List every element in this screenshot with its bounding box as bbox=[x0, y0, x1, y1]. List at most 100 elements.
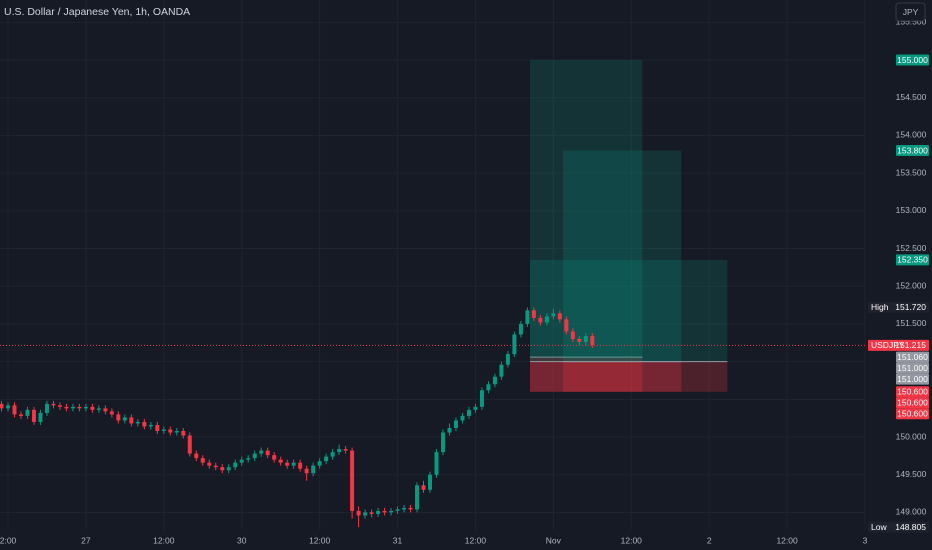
price-tag-value: 151.000 bbox=[897, 363, 928, 373]
candle-body bbox=[505, 354, 510, 365]
currency-button[interactable] bbox=[895, 2, 926, 22]
price-tag-value: 151.060 bbox=[897, 352, 928, 362]
x-tick-label: 2 bbox=[707, 535, 712, 545]
candle-body bbox=[460, 415, 465, 421]
candle-body bbox=[324, 456, 329, 462]
price-tag-value: 155.000 bbox=[897, 55, 928, 65]
candle-body bbox=[155, 424, 160, 431]
candle-body bbox=[304, 468, 309, 474]
candle-body bbox=[174, 430, 179, 433]
y-tick-label: 149.000 bbox=[896, 507, 927, 517]
candle-body bbox=[590, 335, 595, 346]
y-tick-label: 154.000 bbox=[896, 130, 927, 140]
candle-body bbox=[557, 313, 562, 320]
price-tag bbox=[868, 521, 929, 533]
candle-body bbox=[142, 421, 147, 427]
candle-body bbox=[317, 461, 322, 466]
candle-body bbox=[272, 455, 277, 460]
price-tag-value: 150.600 bbox=[897, 387, 928, 397]
axes: 149.000149.500150.000150.500151.000151.5… bbox=[0, 17, 927, 546]
candles bbox=[0, 307, 595, 528]
candle-body bbox=[421, 485, 426, 490]
candle-body bbox=[161, 429, 166, 431]
candle-body bbox=[363, 512, 368, 516]
candle-body bbox=[168, 429, 173, 433]
candle-body bbox=[337, 449, 342, 453]
candle-body bbox=[64, 406, 69, 409]
candle-body bbox=[83, 406, 88, 409]
price-tag bbox=[896, 145, 929, 157]
candle-body bbox=[116, 414, 121, 421]
x-tick-label: 12:00 bbox=[465, 535, 487, 545]
candle-body bbox=[207, 462, 212, 466]
loss-zone bbox=[529, 357, 643, 392]
price-tag-value: 151.000 bbox=[897, 374, 928, 384]
candle-body bbox=[70, 406, 75, 409]
price-labels: 155.000 151.060 150.600 153.800 151.000 150.6… bbox=[868, 54, 929, 533]
candle-body bbox=[220, 467, 225, 471]
candle-body bbox=[440, 432, 445, 453]
price-tag-name: USDJPY bbox=[871, 340, 905, 350]
currency-label[interactable]: JPY bbox=[903, 7, 919, 17]
y-tick-label: 150.000 bbox=[896, 431, 927, 441]
positions bbox=[0, 60, 865, 392]
chart-title: U.S. Dollar / Japanese Yen, 1h, OANDA bbox=[4, 6, 190, 18]
price-tag-value: 153.800 bbox=[897, 145, 928, 155]
candle-body bbox=[447, 427, 452, 433]
candle-body bbox=[135, 421, 140, 424]
candle-body bbox=[356, 510, 361, 516]
x-tick-label: 30 bbox=[237, 535, 247, 545]
x-tick-label: 31 bbox=[393, 535, 403, 545]
candle-body bbox=[226, 467, 231, 471]
candle-body bbox=[90, 406, 95, 410]
price-tag bbox=[868, 339, 929, 351]
x-tick-label: Nov bbox=[546, 535, 562, 545]
candle-body bbox=[544, 316, 549, 323]
profit-zone bbox=[563, 150, 682, 362]
candle-body bbox=[265, 450, 270, 456]
candle-body bbox=[583, 335, 588, 343]
candle-body bbox=[239, 459, 244, 463]
candle-body bbox=[466, 409, 471, 416]
candle-body bbox=[233, 462, 238, 468]
candle-body bbox=[148, 424, 153, 427]
loss-zone bbox=[563, 361, 682, 392]
candle-body bbox=[428, 474, 433, 490]
candle-body bbox=[77, 406, 82, 409]
candle-body bbox=[57, 405, 62, 407]
price-tag bbox=[896, 362, 929, 374]
candle-body bbox=[564, 319, 569, 332]
candle-body bbox=[577, 339, 582, 343]
x-tick-label: 27 bbox=[81, 535, 91, 545]
y-tick-label: 152.000 bbox=[896, 280, 927, 290]
candle-body bbox=[311, 465, 316, 474]
candle-body bbox=[525, 310, 530, 324]
candle-body bbox=[246, 458, 251, 460]
price-tag bbox=[896, 397, 929, 409]
candle-body bbox=[492, 376, 497, 385]
candle-body bbox=[181, 430, 186, 436]
candle-body bbox=[538, 317, 543, 323]
candle-body bbox=[570, 331, 575, 340]
price-tag bbox=[896, 351, 929, 363]
x-tick-label: 12:00 bbox=[309, 535, 331, 545]
price-tag bbox=[896, 254, 929, 266]
y-tick-label: 151.500 bbox=[896, 318, 927, 328]
candle-body bbox=[194, 453, 199, 459]
candle-body bbox=[200, 458, 205, 463]
y-tick-label: 152.500 bbox=[896, 243, 927, 253]
candle-body bbox=[12, 405, 17, 415]
x-tick-label: 12:00 bbox=[776, 535, 798, 545]
y-tick-label: 153.500 bbox=[896, 167, 927, 177]
candle-body bbox=[0, 403, 4, 409]
profit-zone bbox=[529, 259, 728, 362]
candle-body bbox=[298, 462, 303, 469]
candle-body bbox=[122, 417, 127, 421]
profit-zone bbox=[529, 60, 643, 358]
price-tag-value: 148.805 bbox=[895, 522, 926, 532]
price-tag-value: 151.215 bbox=[895, 340, 926, 350]
candle-body bbox=[434, 452, 439, 475]
candle-body bbox=[551, 313, 556, 317]
